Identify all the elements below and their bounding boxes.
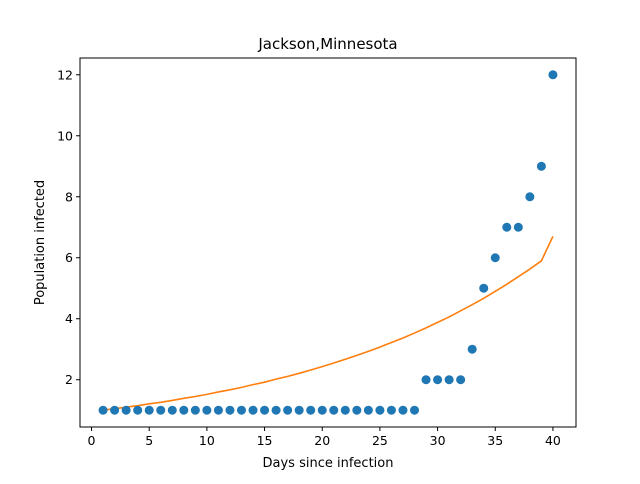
data-point <box>525 192 535 202</box>
data-point <box>133 405 143 415</box>
x-tick-label: 35 <box>487 433 503 448</box>
data-point <box>548 70 558 80</box>
fit-curve <box>102 236 554 412</box>
plot-frame <box>79 57 577 428</box>
x-tick-label: 20 <box>314 433 330 448</box>
data-point <box>490 253 500 263</box>
data-point <box>121 405 131 415</box>
data-point <box>202 405 212 415</box>
data-point <box>456 375 466 385</box>
x-tick-label: 10 <box>199 433 215 448</box>
data-point <box>156 405 166 415</box>
data-point <box>98 405 108 415</box>
data-point <box>144 405 154 415</box>
data-point <box>294 405 304 415</box>
y-tick-label: 12 <box>57 67 73 82</box>
data-point <box>213 405 223 415</box>
data-point <box>190 405 200 415</box>
x-tick-label: 40 <box>545 433 561 448</box>
data-point <box>260 405 270 415</box>
y-tick-label: 8 <box>65 189 73 204</box>
data-point <box>410 405 420 415</box>
x-tick-label: 0 <box>88 433 96 448</box>
x-tick-label: 25 <box>372 433 388 448</box>
chart-title: Jackson,Minnesota <box>257 35 397 53</box>
y-tick-label: 6 <box>65 250 73 265</box>
data-point <box>352 405 362 415</box>
data-point <box>502 222 512 232</box>
x-tick-label: 5 <box>145 433 153 448</box>
data-point <box>375 405 385 415</box>
data-point <box>467 344 477 354</box>
y-axis-label: Population infected <box>33 180 48 305</box>
data-point <box>363 405 373 415</box>
data-point <box>433 375 443 385</box>
data-point <box>179 405 189 415</box>
data-point <box>225 405 235 415</box>
y-tick-label: 10 <box>57 128 73 143</box>
data-point <box>444 375 454 385</box>
axes-layer: 0 5 10 15 20 25 30 35 40 2 4 6 8 10 12 <box>57 67 561 448</box>
data-point <box>386 405 396 415</box>
data-point <box>306 405 316 415</box>
series-layer <box>98 70 558 415</box>
data-point <box>329 405 339 415</box>
data-point <box>110 405 120 415</box>
data-point <box>421 375 431 385</box>
y-tick-label: 2 <box>65 372 73 387</box>
x-tick-label: 30 <box>430 433 446 448</box>
data-point <box>167 405 177 415</box>
data-point <box>271 405 281 415</box>
data-point <box>513 222 523 232</box>
data-point <box>340 405 350 415</box>
data-point <box>283 405 293 415</box>
data-point <box>248 405 258 415</box>
data-point <box>236 405 246 415</box>
y-tick-label: 4 <box>65 311 73 326</box>
x-tick-label: 15 <box>257 433 273 448</box>
plot-area <box>80 58 576 427</box>
x-axis-label: Days since infection <box>263 456 394 471</box>
data-point <box>536 161 546 171</box>
data-point <box>398 405 408 415</box>
data-point <box>479 283 489 293</box>
data-point <box>317 405 327 415</box>
